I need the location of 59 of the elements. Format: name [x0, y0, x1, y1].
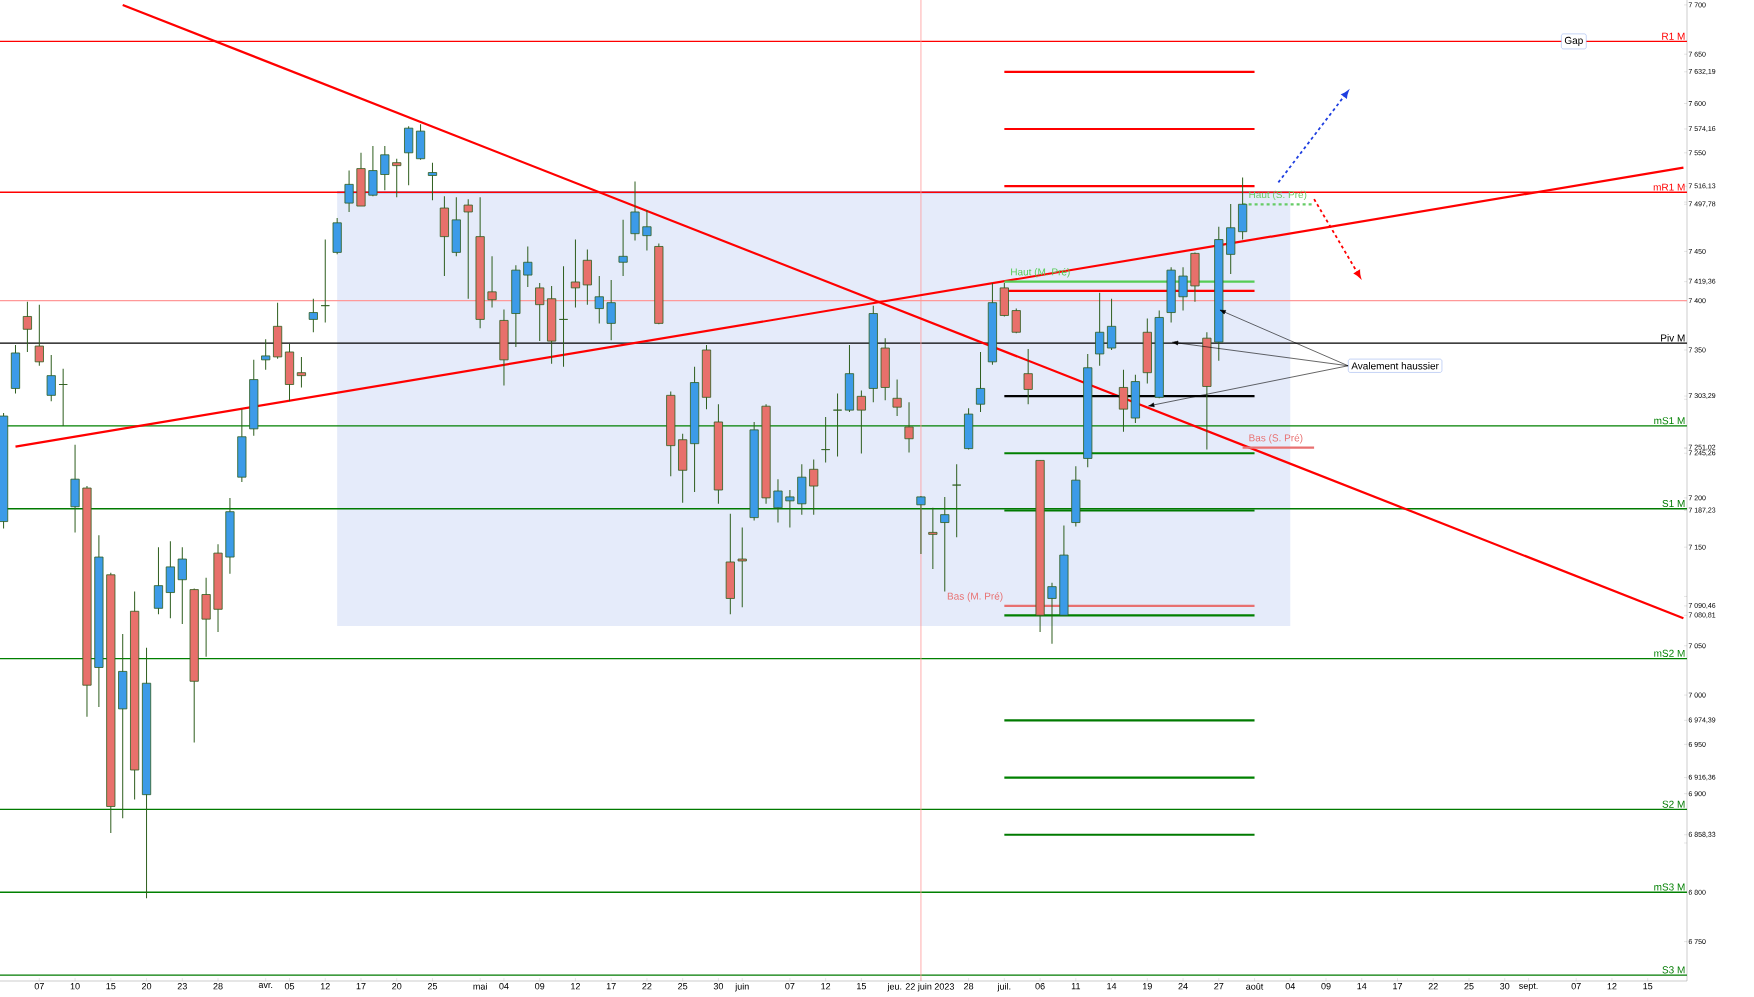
- x-tick-label: mai: [473, 983, 487, 990]
- x-tick-label: 15: [857, 983, 866, 990]
- x-tick-label: 20: [141, 983, 152, 990]
- x-tick-label: 14: [1357, 983, 1367, 990]
- x-tick-label: 12: [571, 983, 580, 990]
- x-tick-label: 19: [1142, 983, 1152, 990]
- x-tick-label: 07: [1571, 983, 1581, 990]
- series-label: Bas (S. Pré): [1249, 433, 1303, 444]
- x-tick-label: 09: [535, 983, 545, 990]
- x-tick-label: 09: [1321, 983, 1331, 990]
- x-tick-label: 07: [34, 983, 44, 990]
- x-tick-label: 11: [1071, 983, 1081, 990]
- ref-line-label: mS3 M: [1654, 883, 1685, 891]
- x-tick-label: 07: [785, 983, 795, 990]
- ref-line-label: Piv M: [1661, 334, 1685, 342]
- x-tick-label: 17: [356, 983, 366, 990]
- x-tick-label: 20: [392, 983, 402, 990]
- x-tick-label: 30: [1500, 983, 1510, 990]
- x-tick-label: jeu. 22 juin 2023: [887, 983, 954, 992]
- x-tick-label: 05: [284, 983, 295, 990]
- ref-line-label: R1 M: [1662, 32, 1685, 40]
- x-tick-label: 28: [964, 983, 974, 990]
- x-tick-label: juil.: [997, 983, 1011, 992]
- x-tick-label: 22: [642, 983, 652, 990]
- ref-line-label: S1 M: [1662, 499, 1685, 508]
- x-tick-label: 28: [213, 983, 223, 990]
- x-tick-label: 17: [1393, 983, 1403, 990]
- x-tick-label: 23: [177, 983, 187, 990]
- x-tick-label: 04: [499, 983, 509, 990]
- x-tick-label: 25: [678, 983, 688, 990]
- x-tick-label: 17: [606, 983, 616, 990]
- x-tick-label: sept.: [1519, 983, 1538, 991]
- x-tick-label: avr.: [258, 983, 273, 988]
- x-tick-label: 14: [1107, 983, 1117, 990]
- x-tick-label: 12: [320, 983, 330, 990]
- x-tick-label: 27: [1214, 983, 1224, 990]
- x-tick-label: 10: [70, 983, 80, 990]
- annotation: Avalement haussier: [1351, 362, 1439, 370]
- x-tick-label: 15: [106, 983, 116, 990]
- x-tick-label: juin: [735, 983, 749, 992]
- x-tick-label: août: [1246, 983, 1264, 990]
- x-tick-label: 04: [1285, 983, 1296, 990]
- x-tick-label: 25: [1464, 983, 1474, 990]
- x-tick-label: 12: [821, 983, 831, 990]
- ref-line-label: S3 M: [1662, 966, 1685, 974]
- ref-line-label: mS2 M: [1654, 649, 1685, 657]
- x-tick-label: 24: [1178, 983, 1188, 990]
- annotation: Gap: [1564, 36, 1583, 46]
- x-tick-label: 25: [427, 983, 438, 990]
- x-tick-label: 30: [713, 983, 724, 990]
- ref-line-label: mS1 M: [1654, 417, 1685, 425]
- ref-line-label: S2 M: [1662, 800, 1685, 808]
- x-tick-label: 15: [1643, 983, 1653, 990]
- series-label: Haut (S. Pré): [1249, 190, 1307, 201]
- x-tick-label: 12: [1607, 983, 1617, 990]
- ref-line-label: mR1 M: [1653, 183, 1685, 191]
- series-label: Bas (M. Pré): [947, 592, 1003, 602]
- x-tick-label: 22: [1428, 983, 1438, 990]
- x-tick-label: 06: [1035, 983, 1045, 990]
